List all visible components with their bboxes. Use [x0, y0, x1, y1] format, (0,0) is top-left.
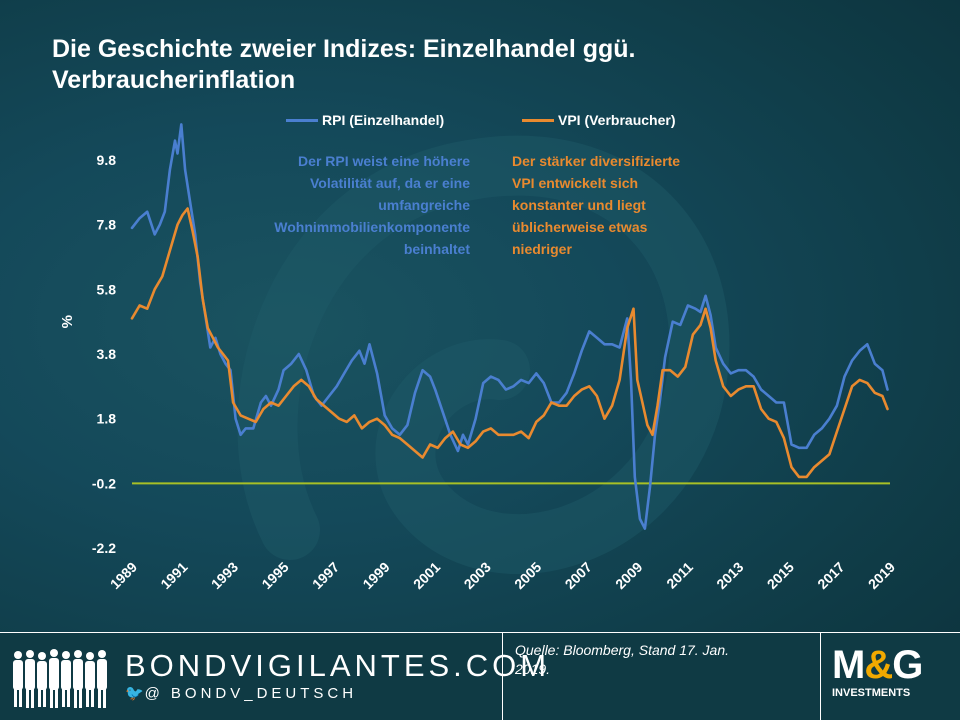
x-tick-label: 1993	[208, 559, 241, 592]
footer: BONDVIGILANTES.COM 🐦@ BONDV_DEUTSCH Quel…	[0, 632, 960, 720]
annotation-vpi-line: niedriger	[512, 241, 572, 257]
chart-title: Die Geschichte zweier Indizes: Einzelhan…	[52, 34, 912, 96]
annotation-rpi-line: Der RPI weist eine höhere	[298, 153, 470, 169]
x-tick-label: 2019	[865, 559, 898, 592]
x-tick-label: 2003	[461, 559, 494, 592]
x-tick-label: 2007	[562, 559, 595, 592]
y-tick-label: 3.8	[97, 346, 117, 362]
annotation-rpi-line: Wohnimmobilienkomponente	[274, 219, 470, 235]
x-tick-label: 2005	[511, 559, 544, 592]
logo-letter: G	[892, 643, 923, 687]
annotation-rpi-line: umfangreiche	[378, 197, 470, 213]
y-tick-label: 5.8	[97, 281, 117, 297]
y-tick-label: 1.8	[97, 411, 117, 427]
y-tick-label: -2.2	[92, 540, 116, 556]
x-tick-label: 2015	[764, 559, 797, 592]
twitter-at-icon: 🐦@	[125, 685, 161, 702]
annotation-vpi-line: Der stärker diversifizierte	[512, 153, 681, 169]
x-tick-label: 1999	[359, 559, 392, 592]
team-silhouettes-icon	[13, 649, 107, 708]
x-tick-label: 1997	[309, 559, 342, 592]
annotation-rpi: Der RPI weist eine höhere Volatilität au…	[190, 150, 470, 260]
annotation-rpi-line: Volatilität auf, da er eine	[309, 175, 470, 191]
x-tick-label: 1995	[258, 559, 291, 592]
chart-title-line-2: Verbraucherinflation	[52, 66, 296, 94]
x-tick-label: 2009	[612, 559, 645, 592]
annotation-vpi-line: konstanter und liegt	[512, 197, 646, 213]
x-tick-label: 2013	[713, 559, 746, 592]
y-tick-label: 9.8	[97, 152, 117, 168]
y-tick-label: -0.2	[92, 475, 116, 491]
source-line-2: 2019.	[515, 661, 551, 677]
logo-subtitle: INVESTMENTS	[832, 687, 911, 699]
series-line-vpi	[130, 207, 889, 479]
logo-ampersand: &	[864, 643, 893, 687]
background-ornament	[237, 135, 730, 574]
legend-label-vpi: VPI (Verbraucher)	[558, 112, 676, 128]
legend-item-rpi: RPI (Einzelhandel)	[286, 110, 444, 130]
source-line-1: Quelle: Bloomberg, Stand 17. Jan.	[515, 642, 730, 658]
brand-name[interactable]: BONDVIGILANTES.COM	[125, 648, 551, 683]
legend-swatch-vpi	[522, 118, 554, 122]
x-tick-label: 2017	[814, 559, 847, 592]
social-handle[interactable]: 🐦@ BONDV_DEUTSCH	[125, 684, 358, 703]
x-tick-label: 1989	[107, 559, 140, 592]
legend-label-rpi: RPI (Einzelhandel)	[322, 112, 445, 128]
y-axis-title: %	[59, 315, 76, 328]
footer-divider	[820, 633, 821, 720]
legend-item-vpi: VPI (Verbraucher)	[522, 110, 676, 130]
source-note: Quelle: Bloomberg, Stand 17. Jan. 2019.	[515, 641, 785, 679]
x-tick-label: 2011	[663, 559, 696, 592]
annotation-vpi-line: VPI entwickelt sich	[512, 175, 639, 191]
footer-divider	[502, 633, 503, 720]
legend-swatch-rpi	[286, 118, 318, 122]
y-tick-label: 7.8	[97, 217, 117, 233]
series-line-rpi	[130, 123, 889, 530]
x-tick-label: 1991	[157, 559, 190, 592]
chart-title-line-1: Die Geschichte zweier Indizes: Einzelhan…	[52, 35, 636, 63]
x-tick-label: 2001	[410, 559, 443, 592]
annotation-vpi: Der stärker diversifizierte VPI entwicke…	[512, 150, 752, 260]
logo-letter: M	[832, 643, 865, 687]
annotation-rpi-line: beinhaltet	[403, 241, 470, 257]
annotation-vpi-line: üblicherweise etwas	[512, 219, 648, 235]
line-chart: 9.8 7.8 5.8 3.8 1.8 -0.2 -2.2% 1989 1991 1993 1995…	[59, 123, 898, 592]
mg-investments-logo: M&G INVESTMENTS	[832, 643, 950, 699]
social-handle-text: BONDV_DEUTSCH	[170, 684, 358, 702]
